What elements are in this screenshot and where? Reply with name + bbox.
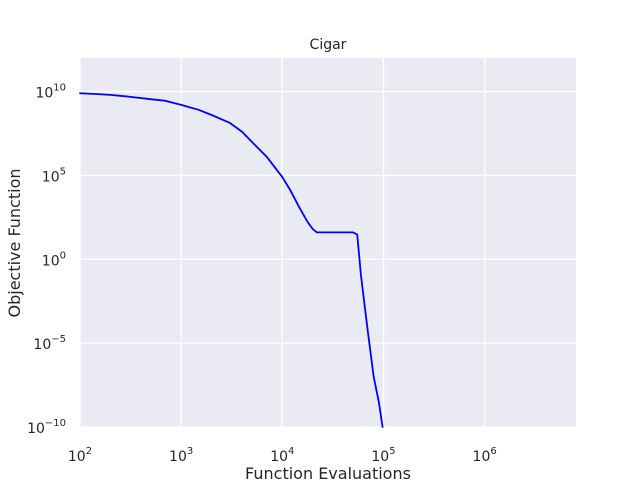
x-axis-label: Function Evaluations — [245, 464, 411, 480]
y-tick-label: 10−10 — [27, 418, 66, 437]
x-tick-labels: 102 103 104 105 106 — [68, 446, 497, 465]
chart-title: Cigar — [310, 37, 347, 53]
x-tick-label: 106 — [473, 446, 497, 465]
y-tick-label: 105 — [42, 166, 66, 185]
x-tick-label: 104 — [270, 446, 294, 465]
series-layer — [79, 92, 384, 428]
x-tick-label: 102 — [68, 446, 92, 465]
x-tick-label: 105 — [371, 446, 395, 465]
series-line — [79, 92, 384, 428]
y-axis-label: Objective Function — [5, 168, 24, 317]
y-tick-labels: 10−10 10−5 100 105 1010 — [27, 83, 66, 437]
y-tick-label: 1010 — [35, 83, 66, 102]
grid-lines — [79, 58, 576, 428]
x-tick-label: 103 — [169, 446, 193, 465]
y-tick-label: 100 — [42, 250, 66, 269]
plot-background — [80, 58, 576, 427]
y-tick-label: 10−5 — [33, 334, 66, 353]
